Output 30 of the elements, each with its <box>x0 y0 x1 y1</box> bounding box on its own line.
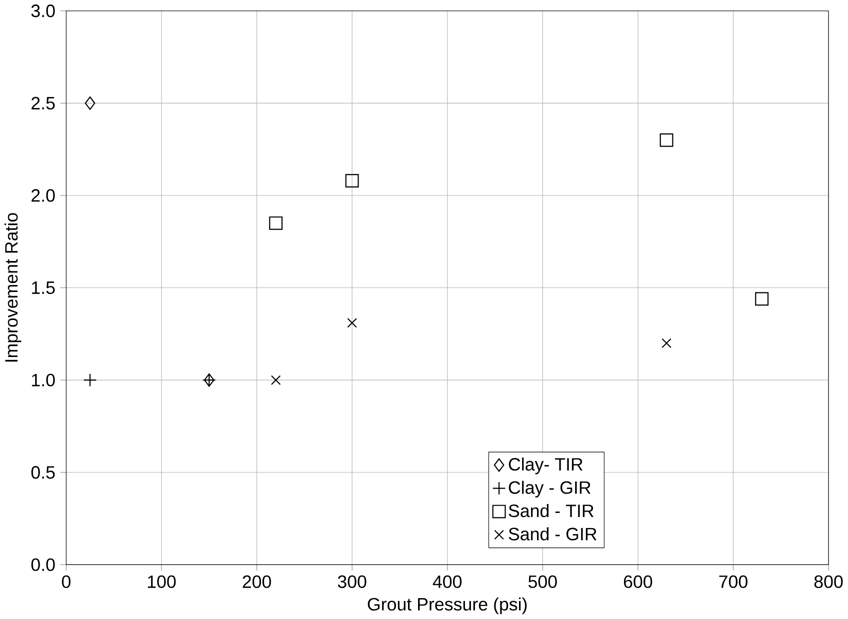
legend-label: Clay - GIR <box>508 480 590 498</box>
point <box>662 338 672 348</box>
y-axis-title: Improvement Ratio <box>4 213 22 362</box>
y-tick-label: 2.0 <box>32 189 55 202</box>
point <box>755 292 769 306</box>
x-tick-label: 700 <box>719 576 748 588</box>
x-tick-label: 400 <box>432 576 462 588</box>
x-tick-label: 800 <box>814 576 843 588</box>
point <box>270 375 281 386</box>
y-tick-label: 1.5 <box>32 282 55 294</box>
x-tick-label: 600 <box>624 576 652 588</box>
point <box>345 174 359 188</box>
y-tick-label: 3.0 <box>31 4 55 18</box>
legend-label: Sand - TIR <box>508 504 594 518</box>
legend-label: Sand - GIR <box>508 527 596 541</box>
x-tick-label: 300 <box>338 576 366 588</box>
x-tick-label: 500 <box>528 576 557 588</box>
x-tick-label: 200 <box>242 576 271 588</box>
legend-label: Clay- TIR <box>508 458 583 474</box>
point <box>269 216 283 230</box>
x-tick-label: 0 <box>62 576 70 588</box>
point <box>347 318 357 328</box>
x-axis-title: Grout Pressure (psi) <box>368 598 527 614</box>
y-tick-label: 2.5 <box>32 97 55 110</box>
point <box>84 96 96 110</box>
y-tick-label: 0.5 <box>31 466 55 479</box>
x-tick-label: 100 <box>148 576 176 588</box>
y-tick-label: 0.0 <box>31 558 55 572</box>
y-tick-label: 1.0 <box>32 374 55 387</box>
point <box>660 134 674 147</box>
